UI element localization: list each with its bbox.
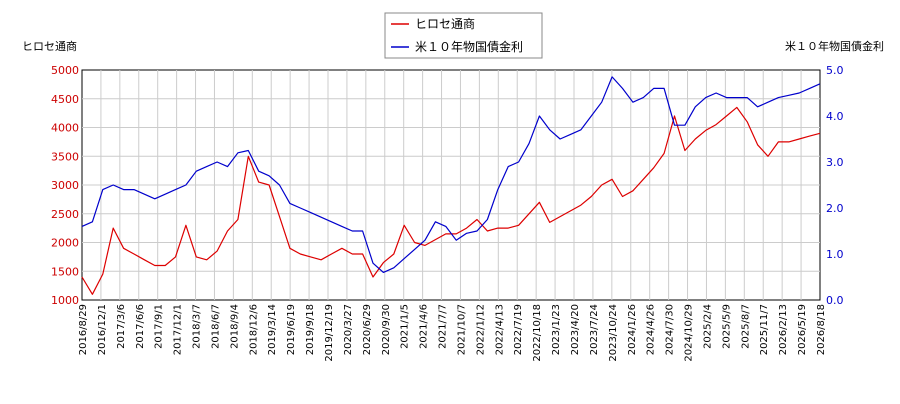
legend-box (384, 12, 543, 59)
x-tick-label: 2017/9/1 (154, 304, 165, 349)
left-tick-label: 3500 (51, 150, 79, 163)
left-tick-label: 1500 (51, 265, 79, 278)
x-tick-label: 2020/6/29 (362, 304, 373, 355)
x-tick-label: 2024/1/26 (627, 304, 638, 355)
right-tick-label: 0.0 (826, 294, 844, 307)
x-tick-label: 2022/4/13 (494, 304, 505, 355)
x-tick-label: 2023/1/23 (551, 304, 562, 355)
x-tick-label: 2019/9/18 (305, 304, 316, 355)
left-tick-label: 2000 (51, 237, 79, 250)
right-tick-label: 4.0 (826, 110, 844, 123)
x-tick-label: 2024/10/29 (684, 304, 695, 362)
right-tick-label: 3.0 (826, 156, 844, 169)
left-tick-label: 4000 (51, 122, 79, 135)
x-tick-label: 2019/12/19 (324, 304, 335, 362)
x-tick-label: 2017/6/6 (135, 304, 146, 349)
x-tick-label: 2019/6/19 (286, 304, 297, 355)
x-tick-label: 2021/10/7 (456, 304, 467, 355)
right-tick-label: 1.0 (826, 248, 844, 261)
legend-label-hirose: ヒロセ通商 (415, 16, 475, 31)
series-layer (81, 76, 821, 295)
legend-label-us10y: 米１０年物国債金利 (415, 39, 523, 54)
right-axis-ticks: 0.0 1.0 2.0 3.0 4.0 5.0 (826, 64, 844, 307)
x-tick-label: 2025/2/4 (702, 304, 713, 349)
x-tick-label: 2026/5/19 (797, 304, 808, 355)
right-axis-label: 米１０年物国債金利 (785, 39, 884, 53)
left-axis-ticks: 1000 1500 2000 2500 3000 3500 4000 4500 5000 (51, 64, 79, 307)
x-tick-label: 2020/9/30 (381, 304, 392, 355)
x-tick-label: 2018/3/7 (192, 304, 203, 349)
x-tick-label: 2022/7/19 (513, 304, 524, 355)
x-tick-label: 2018/12/6 (248, 304, 259, 355)
x-tick-label: 2024/7/30 (665, 304, 676, 355)
left-tick-label: 1000 (51, 294, 79, 307)
right-tick-label: 2.0 (826, 202, 844, 215)
x-tick-label: 2026/2/13 (778, 304, 789, 355)
gridlines (82, 70, 820, 300)
left-tick-label: 2500 (51, 208, 79, 221)
x-tick-label: 2022/10/18 (532, 304, 543, 362)
x-tick-label: 2018/6/7 (210, 304, 221, 349)
left-axis-label: ヒロセ通商 (22, 39, 77, 53)
x-tick-label: 2021/1/5 (400, 304, 411, 349)
x-axis-ticks: 2016/8/29 2016/12/1 2017/3/6 2017/6/6 2017/9… (78, 304, 827, 362)
x-tick-label: 2026/8/18 (816, 304, 827, 355)
left-tick-label: 3000 (51, 179, 79, 192)
x-tick-label: 2016/8/29 (78, 304, 89, 355)
left-tick-label: 5000 (51, 64, 79, 77)
x-tick-label: 2025/5/9 (721, 304, 732, 349)
series-line-us10y (81, 76, 821, 273)
x-tick-label: 2025/11/7 (759, 304, 770, 355)
x-tick-label: 2019/3/14 (267, 304, 278, 355)
x-tick-label: 2021/7/7 (438, 304, 449, 349)
x-tick-label: 2016/12/1 (97, 304, 108, 355)
right-tick-label: 5.0 (826, 64, 844, 77)
x-tick-label: 2018/9/4 (229, 304, 240, 349)
x-tick-label: 2025/8/7 (740, 304, 751, 349)
x-tick-label: 2021/4/6 (419, 304, 430, 349)
legend: ヒロセ通商 米１０年物国債金利 (384, 12, 543, 59)
x-tick-label: 2020/3/27 (343, 304, 354, 355)
x-tick-label: 2017/12/1 (173, 304, 184, 355)
x-tick-label: 2022/1/12 (475, 304, 486, 355)
x-tick-label: 2024/4/26 (646, 304, 657, 355)
left-tick-label: 4500 (51, 93, 79, 106)
x-tick-label: 2023/4/20 (570, 304, 581, 355)
x-tick-label: 2023/10/24 (608, 304, 619, 362)
x-tick-label: 2017/3/6 (116, 304, 127, 349)
x-tick-label: 2023/7/24 (589, 304, 600, 355)
